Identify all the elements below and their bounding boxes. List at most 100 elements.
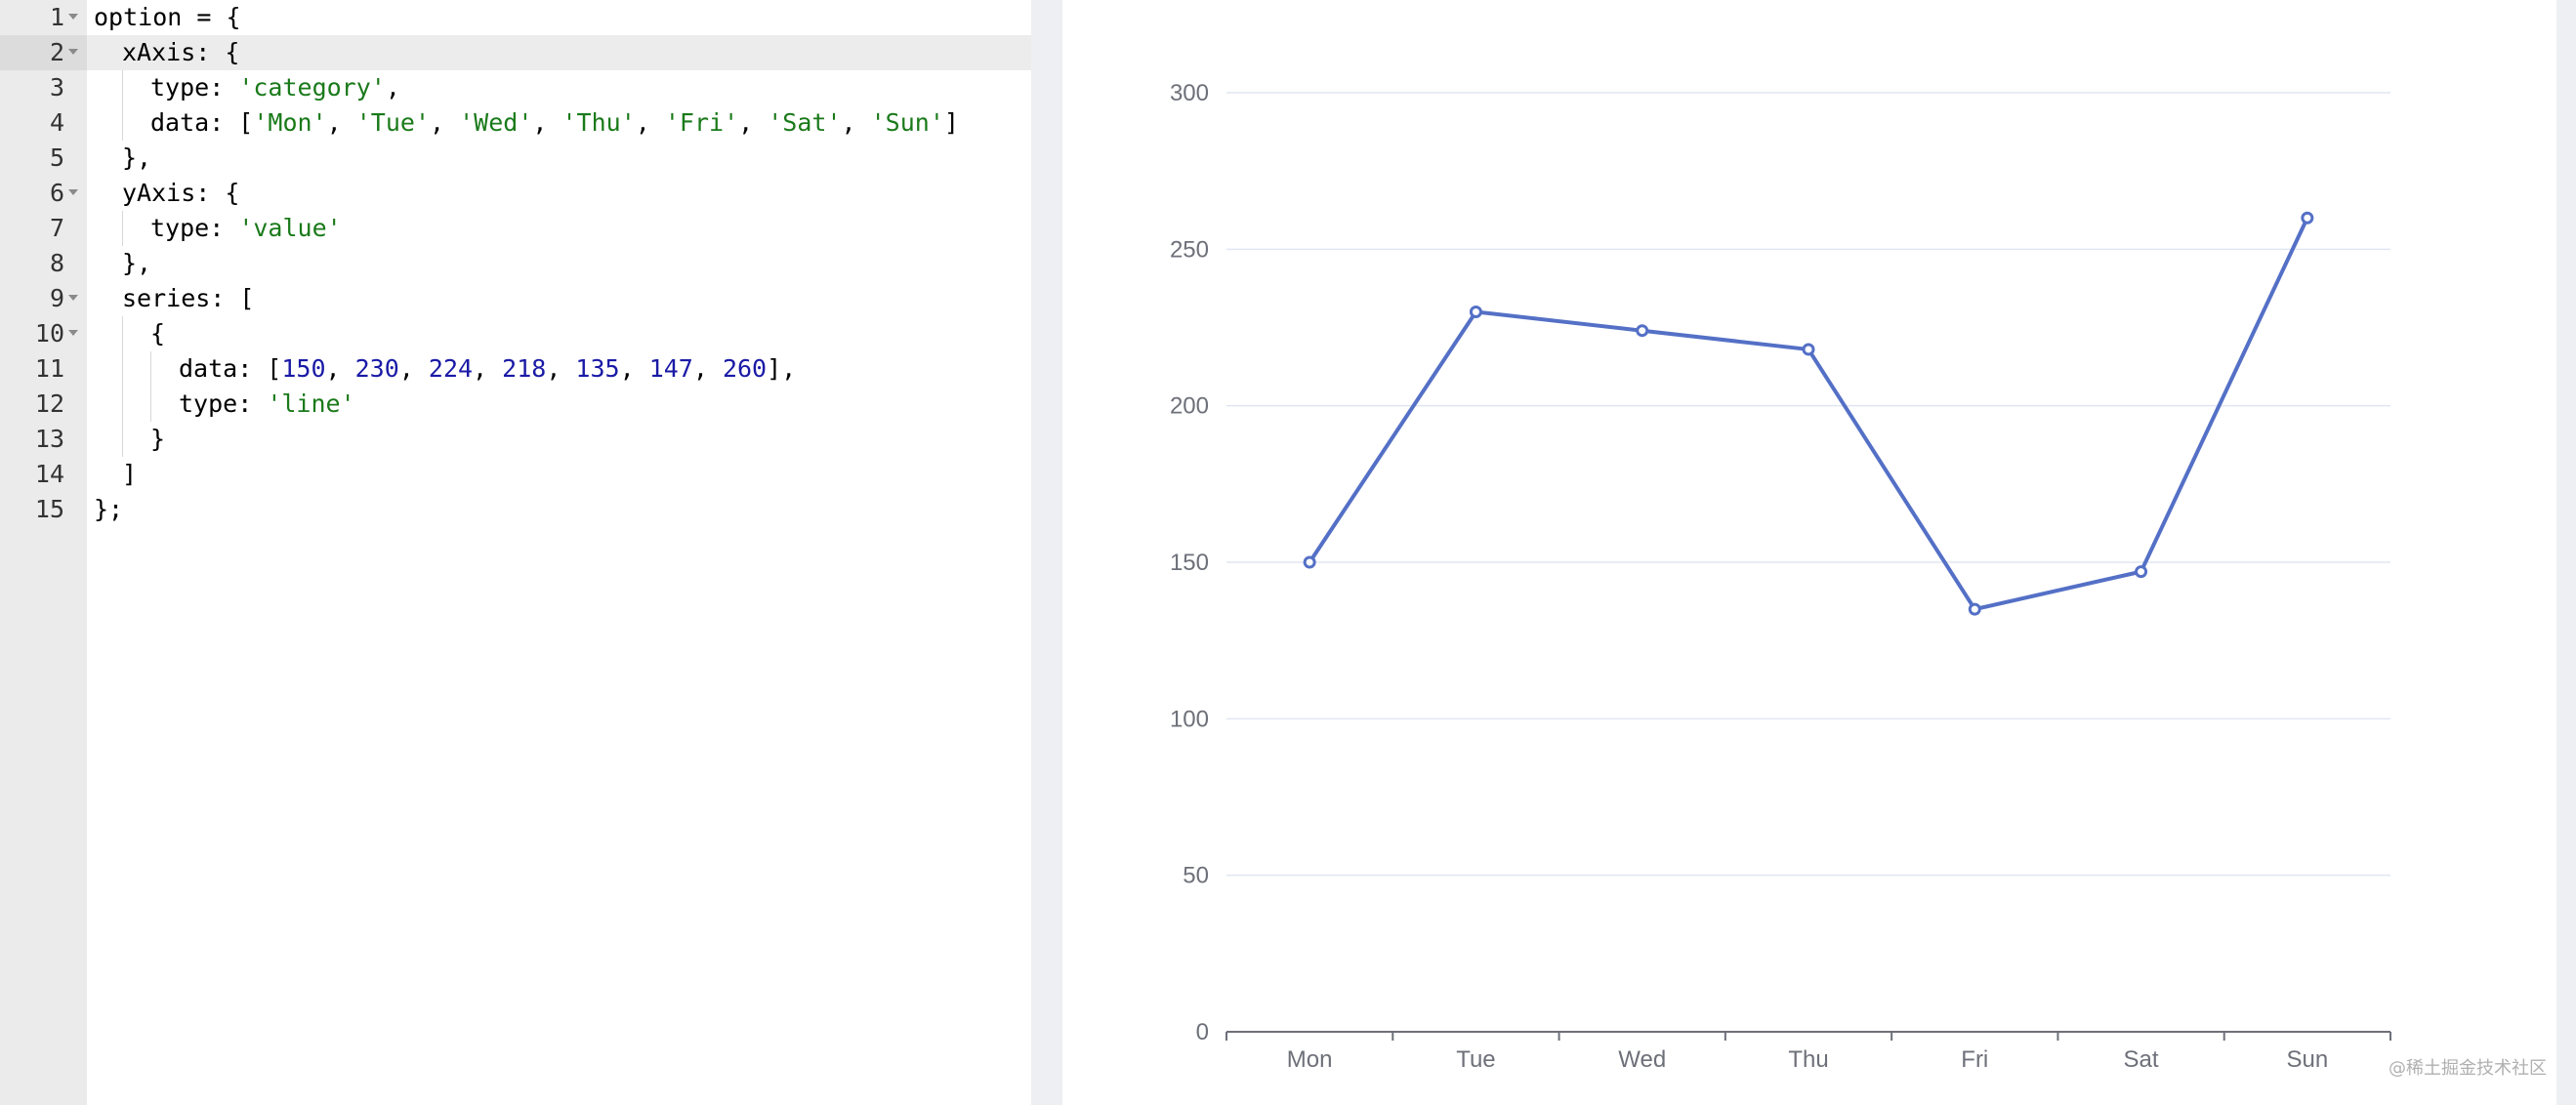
code-text: yAxis: { <box>122 176 239 211</box>
code-text: type: 'category', <box>150 70 400 105</box>
string-token: 'Tue' <box>355 108 430 137</box>
string-token: 'category' <box>238 73 386 102</box>
code-token: , <box>841 108 871 137</box>
indent-guide <box>122 387 123 422</box>
indent-guide <box>122 70 123 105</box>
string-token: 'Thu' <box>561 108 636 137</box>
code-text: type: 'value' <box>150 211 342 246</box>
y-tick-label: 300 <box>1170 80 1209 106</box>
code-token: } <box>150 425 166 453</box>
code-line[interactable]: 3 type: 'category', <box>0 70 1031 105</box>
number-token: 230 <box>354 354 399 383</box>
line-number: 3 <box>49 73 64 102</box>
code-line[interactable]: 7 type: 'value' <box>0 211 1031 246</box>
code-line[interactable]: 12 type: 'line' <box>0 387 1031 422</box>
string-token: 'value' <box>238 214 342 242</box>
code-token: }; <box>94 495 124 523</box>
series-line <box>1308 217 2309 612</box>
code-text: xAxis: { <box>122 35 239 70</box>
scrollbar-track[interactable] <box>2556 0 2576 1105</box>
code-token: }, <box>122 143 152 172</box>
panel-divider[interactable] <box>1031 0 1062 1105</box>
indent-guide <box>122 351 123 387</box>
data-point <box>1469 305 1482 318</box>
data-point <box>1802 343 1815 356</box>
line-number: 14 <box>34 460 64 488</box>
code-line[interactable]: 8}, <box>0 246 1031 281</box>
line-number-gutter <box>0 0 87 1105</box>
code-text: }, <box>122 141 151 176</box>
indent-guide <box>150 387 151 422</box>
code-line[interactable]: 14] <box>0 457 1031 492</box>
data-point <box>1636 324 1649 338</box>
string-token: 'line' <box>267 389 355 418</box>
string-token: 'Fri' <box>664 108 739 137</box>
code-line[interactable]: 4 data: ['Mon', 'Tue', 'Wed', 'Thu', 'Fri… <box>0 105 1031 141</box>
data-point <box>1968 602 1981 616</box>
code-text: { <box>150 316 165 351</box>
code-token: type: <box>150 214 239 242</box>
indent-guide <box>122 316 123 351</box>
y-tick-label: 150 <box>1170 550 1209 576</box>
code-token: series: [ <box>122 284 255 312</box>
code-line[interactable]: 9 series: [ <box>0 281 1031 316</box>
data-point <box>2301 211 2314 225</box>
code-text: series: [ <box>122 281 254 316</box>
code-text: data: [150, 230, 224, 218, 135, 147, 260… <box>179 351 796 387</box>
code-token: , <box>692 354 723 383</box>
number-token: 147 <box>648 354 693 383</box>
x-tick-label: Wed <box>1618 1046 1666 1073</box>
code-text: data: ['Mon', 'Tue', 'Wed', 'Thu', 'Fri'… <box>150 105 959 141</box>
line-number: 11 <box>34 354 64 383</box>
fold-toggle-icon[interactable] <box>68 189 78 195</box>
code-token: { <box>150 319 166 348</box>
x-tick-label: Fri <box>1961 1046 1988 1073</box>
code-line[interactable]: 11 data: [150, 230, 224, 218, 135, 147, 2… <box>0 351 1031 387</box>
x-tick-label: Thu <box>1788 1046 1828 1073</box>
code-token: ] <box>943 108 959 137</box>
string-token: 'Sat' <box>768 108 842 137</box>
fold-toggle-icon[interactable] <box>68 49 78 55</box>
line-number: 13 <box>34 425 64 453</box>
code-line[interactable]: 13} <box>0 422 1031 457</box>
fold-toggle-icon[interactable] <box>68 330 78 336</box>
code-token: option = { <box>94 3 241 31</box>
data-point <box>2135 565 2148 579</box>
y-tick-label: 0 <box>1196 1019 1209 1045</box>
code-line[interactable]: 2 xAxis: { <box>0 35 1031 70</box>
fold-toggle-icon[interactable] <box>68 14 78 20</box>
y-tick-label: 250 <box>1170 236 1209 263</box>
number-token: 218 <box>502 354 547 383</box>
code-line[interactable]: 10 { <box>0 316 1031 351</box>
indent-guide <box>122 422 123 457</box>
code-line[interactable]: 6 yAxis: { <box>0 176 1031 211</box>
code-token: data: [ <box>179 354 282 383</box>
code-token: type: <box>150 73 239 102</box>
code-token: , <box>546 354 576 383</box>
code-token: , <box>385 73 400 102</box>
code-token: , <box>635 108 665 137</box>
code-text: } <box>150 422 165 457</box>
code-line[interactable]: 1 option = { <box>0 0 1031 35</box>
line-chart: 0 50 100 150 200 250 300 Mon Tue Wed Thu Fri Sat Sun <box>1170 80 2391 1073</box>
fold-toggle-icon[interactable] <box>68 295 78 301</box>
indent-guide <box>150 351 151 387</box>
number-token: 224 <box>428 354 474 383</box>
string-token: 'Wed' <box>459 108 533 137</box>
line-number: 2 <box>0 35 64 70</box>
code-token: }, <box>122 249 152 277</box>
data-point <box>1303 555 1316 569</box>
code-editor[interactable]: 1 option = {2 xAxis: {3 type: 'category', 4 d… <box>0 0 1031 1105</box>
code-text: }, <box>122 246 151 281</box>
code-text: }; <box>94 492 123 527</box>
code-token: , <box>325 354 355 383</box>
code-line[interactable]: 15}; <box>0 492 1031 527</box>
code-text: option = { <box>94 0 241 35</box>
number-token: 150 <box>281 354 326 383</box>
indent-guide <box>122 211 123 246</box>
code-token: type: <box>179 389 268 418</box>
x-tick-label: Sun <box>2287 1046 2329 1073</box>
code-line[interactable]: 5}, <box>0 141 1031 176</box>
line-number: 8 <box>49 249 64 277</box>
